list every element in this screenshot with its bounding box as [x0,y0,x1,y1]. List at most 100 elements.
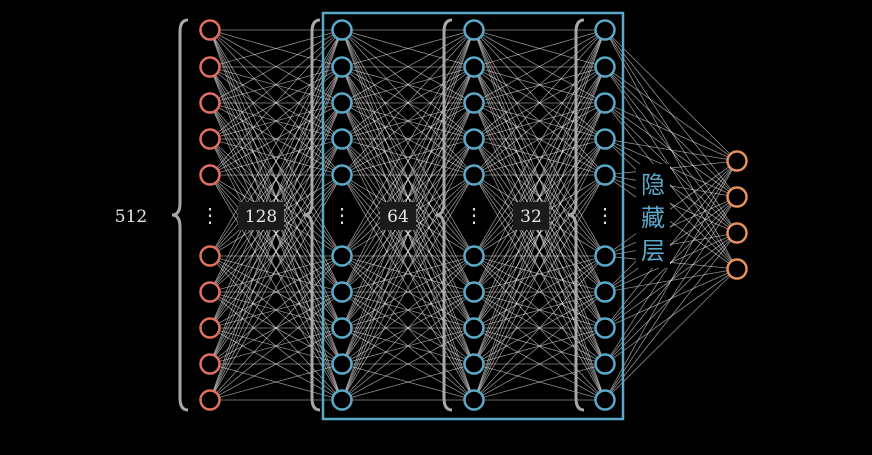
layer-nodes [199,19,748,411]
edge-hidden-2-4-to-hidden-3-0 [473,29,606,176]
hidden-3-node-4 [594,164,616,186]
hidden-3-brace [567,18,585,412]
edge-input-1-to-hidden-1-0 [209,29,343,68]
edge-hidden-2-7-to-hidden-3-0 [473,29,606,329]
edge-hidden-2-6-to-hidden-3-0 [473,29,606,293]
hidden-3-node-0 [594,19,616,41]
edge-hidden-2-7-to-hidden-3-5 [473,255,606,329]
hidden2-count-bg [380,202,416,230]
edge-hidden-3-5-to-output-0 [604,160,738,257]
output-node-2 [726,222,748,244]
hidden1-count-bg [238,202,284,230]
hidden-1-node-6 [331,281,353,303]
edge-hidden-1-9-to-hidden-2-5 [341,255,475,401]
edge-hidden-2-6-to-hidden-3-5 [473,255,606,293]
edge-hidden-1-3-to-hidden-2-0 [341,29,475,140]
edge-hidden-1-6-to-hidden-2-5 [341,255,475,293]
edge-hidden-3-9-to-output-2 [604,232,738,401]
edge-hidden-2-9-to-hidden-3-3 [473,138,606,401]
input-node-1 [199,56,221,78]
edge-hidden-1-4-to-hidden-2-0 [341,29,475,176]
edge-hidden-2-4-to-hidden-3-2 [473,102,606,176]
connection-edges [209,29,738,401]
edge-input-4-to-hidden-1-0 [209,29,343,176]
hidden-1-node-7 [331,317,353,339]
edge-hidden-1-6-to-hidden-2-0 [341,29,475,293]
hidden-2-node-1 [463,56,485,78]
edge-hidden-1-7-to-hidden-2-5 [341,255,475,329]
hidden-1-node-8 [331,353,353,375]
hidden3-count-label: 32 [520,207,542,227]
edge-hidden-3-9-to-output-3 [604,268,738,401]
edge-input-9-to-hidden-1-1 [209,66,343,401]
edge-input-9-to-hidden-1-2 [209,102,343,401]
input-node-5 [199,245,221,267]
edge-hidden-1-9-to-hidden-2-3 [341,138,475,401]
hidden3-count-bg [513,202,549,230]
output-node-3 [726,258,748,280]
hidden-1-node-0 [331,19,353,41]
edge-hidden-2-9-to-hidden-3-5 [473,255,606,401]
hidden2-count-label: 64 [387,207,409,227]
edge-hidden-2-2-to-hidden-3-0 [473,29,606,104]
input-ellipsis: ⋮ [200,203,220,227]
edge-hidden-2-1-to-hidden-3-0 [473,29,606,68]
edge-hidden-3-3-to-output-0 [604,138,738,162]
edge-hidden-2-5-to-hidden-3-0 [473,29,606,257]
input-node-9 [199,389,221,411]
edge-input-4-to-hidden-1-2 [209,102,343,176]
edge-hidden-2-8-to-hidden-3-5 [473,255,606,365]
edge-input-6-to-hidden-1-5 [209,255,343,293]
hidden-1-node-1 [331,56,353,78]
hidden-layers-box [321,11,625,421]
edge-hidden-2-8-to-hidden-3-0 [473,29,606,365]
edge-input-7-to-hidden-1-5 [209,255,343,329]
edge-hidden-1-4-to-hidden-2-2 [341,102,475,176]
hidden-2-node-4 [463,164,485,186]
hidden-1-node-9 [331,389,353,411]
edge-hidden-1-9-to-hidden-2-8 [341,363,475,401]
edge-input-9-to-hidden-1-5 [209,255,343,401]
edge-input-9-to-hidden-1-6 [209,291,343,401]
edge-hidden-2-9-to-hidden-3-8 [473,363,606,401]
input-node-6 [199,281,221,303]
edge-hidden-2-9-to-hidden-3-1 [473,66,606,401]
hidden-2-node-8 [463,353,485,375]
hidden-title-bg [636,164,670,268]
edge-hidden-3-1-to-output-0 [604,66,738,162]
edge-hidden-2-3-to-hidden-3-0 [473,29,606,140]
hidden-2-node-2 [463,92,485,114]
input-node-7 [199,317,221,339]
edge-input-6-to-hidden-1-0 [209,29,343,293]
edge-hidden-1-9-to-hidden-2-1 [341,66,475,401]
hidden-3-node-1 [594,56,616,78]
hidden1-count-label: 128 [245,207,277,227]
edge-hidden-2-9-to-hidden-3-4 [473,174,606,401]
edge-hidden-1-1-to-hidden-2-0 [341,29,475,68]
edge-hidden-3-4-to-output-2 [604,174,738,234]
edge-input-3-to-hidden-1-0 [209,29,343,140]
input-node-4 [199,164,221,186]
edge-input-8-to-hidden-1-5 [209,255,343,365]
hidden-3-node-8 [594,353,616,375]
hidden-1-node-3 [331,128,353,150]
layer-braces [171,18,585,412]
edge-input-9-to-hidden-1-8 [209,363,343,401]
edge-hidden-1-9-to-hidden-2-6 [341,291,475,401]
input-count-label: 512 [115,207,147,227]
edge-hidden-1-9-to-hidden-2-2 [341,102,475,401]
hidden1-ellipsis: ⋮ [332,203,352,227]
hidden2-ellipsis: ⋮ [464,203,484,227]
hidden-3-node-6 [594,281,616,303]
edge-hidden-3-4-to-output-0 [604,160,738,176]
hidden-3-node-9 [594,389,616,411]
hidden-2-node-0 [463,19,485,41]
edge-hidden-2-9-to-hidden-3-2 [473,102,606,401]
edge-hidden-1-5-to-hidden-2-0 [341,29,475,257]
edge-input-9-to-hidden-1-7 [209,327,343,401]
input-brace [171,18,189,412]
output-node-0 [726,150,748,172]
edge-input-5-to-hidden-1-0 [209,29,343,257]
edge-hidden-1-2-to-hidden-2-0 [341,29,475,104]
